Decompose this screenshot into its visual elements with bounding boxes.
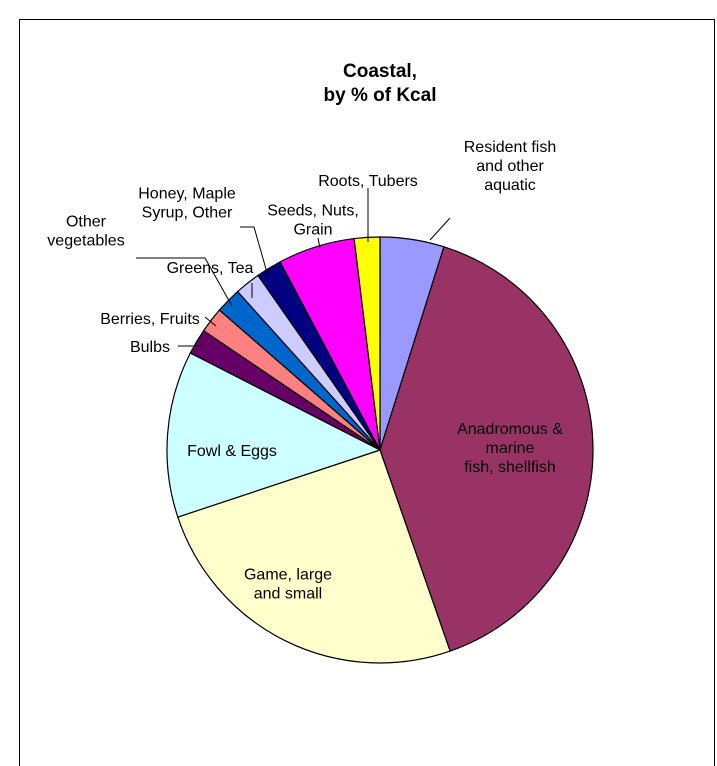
slice-label: aquatic — [484, 177, 536, 194]
slice-label: Other — [66, 214, 107, 231]
chart-title-line: Coastal, — [343, 61, 417, 82]
slice-label: Bulbs — [130, 339, 170, 356]
slice-label: Greens, Tea — [167, 260, 254, 277]
slice-label: Fowl & Eggs — [187, 443, 277, 460]
slice-label: vegetables — [47, 233, 124, 250]
pie-slice — [166, 352, 382, 518]
leader-line — [429, 217, 451, 241]
slice-label: Syrup, Other — [142, 205, 233, 222]
pie-slice — [379, 246, 594, 652]
slice-label: Roots, Tubers — [318, 173, 418, 190]
slice-label: marine — [486, 440, 535, 457]
slice-label: Berries, Fruits — [100, 311, 200, 328]
slice-label: and other — [476, 158, 544, 175]
slice-label: Anadromous & — [457, 421, 563, 438]
leader-line — [240, 226, 269, 277]
pie-slice — [353, 236, 381, 451]
slice-label: and small — [254, 586, 322, 603]
leader-line — [204, 316, 217, 327]
slice-labels: Resident fish and other aquatic Anadromous … — [47, 139, 563, 603]
leader-line — [317, 237, 321, 249]
slice-label: Resident fish — [464, 139, 557, 156]
pie-slice — [177, 449, 451, 664]
slice-label: Honey, Maple — [138, 186, 236, 203]
pie-slices — [166, 236, 594, 664]
slice-label: fish, shellfish — [464, 459, 556, 476]
chart-title-line: by % of Kcal — [324, 85, 437, 106]
slice-label: Game, large — [244, 567, 332, 584]
leader-line — [136, 257, 233, 307]
chart-title: Coastal, by % of Kcal — [324, 61, 437, 106]
leader-lines — [136, 188, 451, 347]
slice-label: Grain — [293, 222, 332, 239]
slice-label: Seeds, Nuts, — [267, 203, 359, 220]
